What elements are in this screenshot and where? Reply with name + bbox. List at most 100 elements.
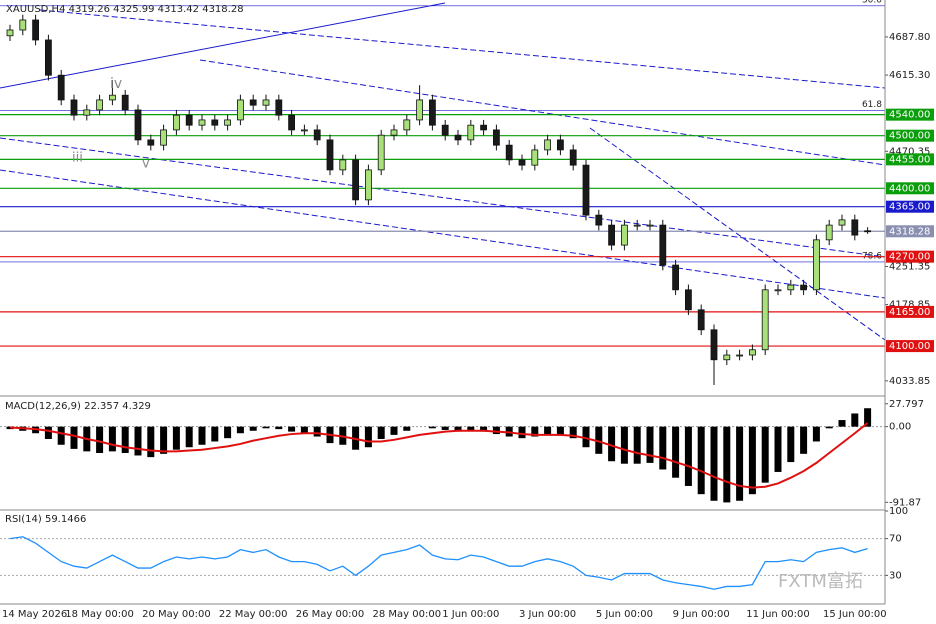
- candle-body: [390, 129, 398, 136]
- trend-line: [589, 127, 886, 341]
- candle-body: [403, 119, 411, 131]
- candle-body: [633, 224, 641, 227]
- macd-bar: [633, 426, 641, 464]
- x-tick-label: 26 May 00:00: [296, 609, 365, 620]
- macd-bar: [684, 426, 692, 486]
- level-box-bg: [886, 129, 934, 142]
- candle-body: [736, 354, 743, 357]
- macd-title: MACD(12,26,9) 22.357 4.329: [5, 401, 151, 412]
- rsi-title: RSI(14) 59.1466: [5, 514, 86, 525]
- candle-body: [160, 129, 168, 146]
- candle-body: [57, 74, 65, 101]
- macd-bar: [608, 426, 616, 462]
- level-box: 4165.00: [886, 305, 934, 318]
- candle-body: [121, 94, 129, 111]
- macd-bar: [147, 426, 155, 458]
- x-tick-label: 22 May 00:00: [219, 609, 288, 620]
- level-box: 4100.00: [886, 340, 934, 353]
- trend-line: [0, 137, 886, 258]
- candle-body: [211, 119, 219, 126]
- candle-body: [275, 99, 283, 116]
- level-box: 4400.00: [886, 182, 934, 195]
- candle-body: [236, 99, 244, 121]
- macd-bar: [774, 426, 782, 472]
- candle-body: [787, 284, 795, 291]
- macd-bar: [160, 426, 168, 454]
- wave-label: iv: [110, 76, 122, 92]
- x-tick-label: 28 May 00:00: [373, 609, 442, 620]
- candle-body: [531, 149, 539, 166]
- candle-body: [288, 114, 296, 131]
- candle-body: [749, 349, 756, 356]
- x-tick-label: 1 Jun 00:00: [442, 609, 499, 620]
- macd-bar: [403, 426, 411, 431]
- signal-line: [9, 422, 869, 489]
- level-box: 4540.00: [886, 108, 934, 121]
- x-tick-label: 5 Jun 00:00: [596, 609, 653, 620]
- fib-label: 61.8: [862, 100, 882, 110]
- y-tick-label: 4615.30: [889, 70, 930, 81]
- macd-bar: [108, 426, 116, 452]
- macd-bar: [569, 426, 577, 439]
- macd-bar: [198, 426, 206, 445]
- candle-body: [595, 214, 603, 226]
- candle-body: [300, 129, 308, 132]
- candle-body: [800, 284, 807, 291]
- candle-body: [352, 159, 360, 201]
- candle-body: [813, 239, 820, 291]
- y-tick-label: 0.00: [889, 422, 911, 433]
- level-box-bg: [886, 225, 934, 238]
- x-tick-label: 14 May 2026: [2, 609, 67, 620]
- macd-bar: [441, 426, 449, 430]
- x-tick-label: 11 Jun 00:00: [746, 609, 810, 620]
- candle-body: [492, 129, 500, 146]
- candle-body: [723, 354, 731, 361]
- candle-body: [582, 164, 590, 216]
- level-label: 4318.28: [889, 226, 930, 237]
- macd-bar: [761, 426, 769, 483]
- macd-bar: [620, 426, 628, 464]
- macd-bar: [300, 426, 308, 434]
- macd-bar: [787, 426, 795, 463]
- candle-body: [608, 224, 615, 246]
- trend-lines: [0, 2, 886, 341]
- candle-body: [32, 19, 39, 41]
- candle-body: [467, 124, 475, 141]
- y-tick-label: -91.87: [889, 497, 921, 508]
- rsi-line: [9, 536, 868, 590]
- candle-body: [96, 99, 103, 111]
- candle-body: [505, 144, 513, 161]
- candle-body: [825, 224, 833, 241]
- candle-body: [518, 159, 526, 166]
- macd-bar: [313, 426, 321, 437]
- candle-body: [544, 139, 551, 151]
- candle-body: [428, 99, 436, 126]
- candle-body: [710, 329, 718, 361]
- x-tick-label: 9 Jun 00:00: [673, 609, 730, 620]
- macd-bar: [211, 426, 219, 442]
- macd-bar: [185, 426, 193, 448]
- macd-bar: [480, 426, 488, 432]
- level-box-bg: [886, 250, 934, 263]
- macd-bar: [377, 426, 385, 439]
- candle-body: [659, 224, 667, 266]
- candle-body: [416, 99, 424, 121]
- chart-title: XAUUSD,H4 4319.26 4325.99 4313.42 4318.2…: [6, 4, 244, 15]
- level-box-bg: [886, 108, 934, 121]
- macd-bar: [595, 426, 603, 454]
- candle-body: [6, 29, 14, 37]
- candle-body: [83, 109, 91, 116]
- level-label: 4455.00: [889, 154, 930, 165]
- level-label: 4400.00: [889, 183, 930, 194]
- x-tick-label: 3 Jun 00:00: [519, 609, 576, 620]
- macd-bar: [467, 426, 475, 431]
- candle-body: [147, 139, 155, 146]
- macd-bar: [531, 426, 539, 437]
- level-label: 4365.00: [889, 202, 930, 213]
- candle-body: [672, 264, 679, 291]
- level-box-bg: [886, 153, 934, 166]
- trend-line: [39, 9, 886, 89]
- macd-bar: [249, 426, 257, 431]
